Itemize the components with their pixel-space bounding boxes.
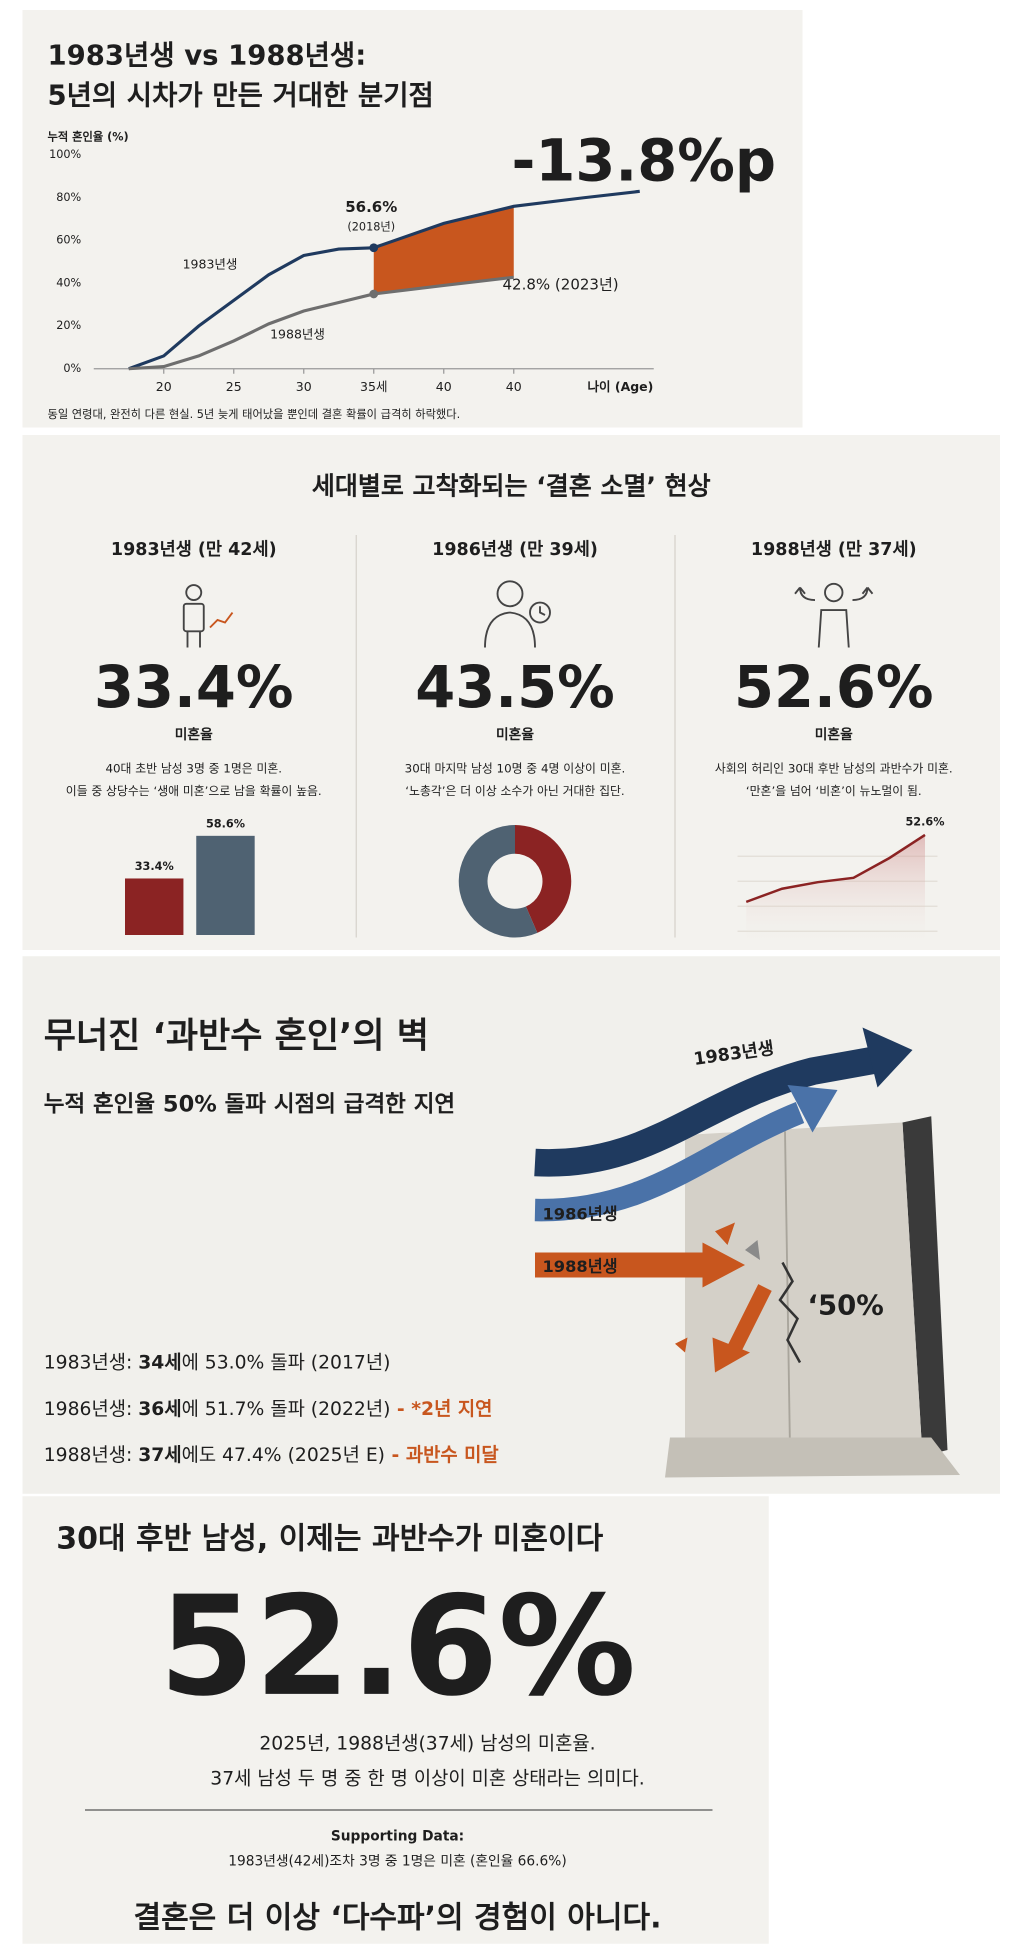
series-line (128, 189, 640, 371)
arrow (534, 1027, 913, 1373)
series-line (745, 833, 926, 904)
milestone: 1988년생: 37세에도 47.4% (2025년 E) - 과반수 미달 (44, 1444, 499, 1466)
milestone-part: 에도 47.4% (2025년 E) (182, 1444, 385, 1466)
x-tick-label: 30 (296, 379, 312, 394)
chart-title: 1983년생 vs 1988년생: (48, 39, 367, 71)
rate-label: 미혼율 (175, 726, 213, 743)
rate: 43.5% (415, 654, 614, 721)
arrow-label: 1988년생 (543, 1257, 618, 1276)
description: 이들 중 상당수는 ‘생애 미혼’으로 남을 확률이 높음. (66, 784, 322, 798)
rate-label: 미혼율 (815, 726, 853, 743)
caption: 동일 연령대, 완전히 다른 현실. 5년 늦게 태어났을 뿐인데 결혼 확률이… (48, 407, 461, 421)
section-title: 세대별로 고착화되는 ‘결혼 소멸’ 현상 (312, 472, 711, 501)
y-tick-label: 0% (63, 362, 81, 375)
gap-annotation: -13.8%p (511, 128, 776, 195)
milestone-part: 34세 (138, 1351, 181, 1373)
description: 40대 초반 남성 3명 중 1명은 미혼. (105, 761, 282, 775)
description: ‘만혼’을 넘어 ‘비혼’이 뉴노멀이 됨. (746, 784, 922, 798)
section-title: 무너진 ‘과반수 혼인’의 벽 (44, 1017, 429, 1057)
bar (196, 835, 255, 935)
section-subtitle: 누적 혼인율 50% 돌파 시점의 급격한 지연 (44, 1092, 455, 1118)
x-tick-label: 40 (506, 379, 522, 394)
milestone-part: 37세 (138, 1444, 181, 1466)
milestone: 1983년생: 34세에 53.0% 돌파 (2017년) (44, 1351, 391, 1373)
milestone: 1986년생: 36세에 51.7% 돌파 (2022년) - *2년 지연 (44, 1397, 493, 1419)
chart-subtitle: 5년의 시차가 만든 거대한 분기점 (48, 79, 434, 111)
annotation: 56.6% (345, 198, 397, 216)
column-heading: 1983년생 (만 42세) (111, 540, 277, 560)
milestone-part: 에 51.7% 돌파 (2022년) (182, 1397, 391, 1419)
milestone-part: 36세 (138, 1397, 181, 1419)
section-title: 30대 후반 남성, 이제는 과반수가 미혼이다 (56, 1522, 603, 1557)
milestone-part: 1988년생: (44, 1444, 139, 1466)
rate: 52.6% (734, 654, 933, 721)
rate-label: 미혼율 (496, 726, 534, 743)
panel (22, 435, 1000, 950)
wall (665, 1116, 960, 1478)
milestone-part: 1986년생: (44, 1397, 139, 1419)
column-heading: 1986년생 (만 39세) (432, 540, 598, 560)
milestone-part: - *2년 지연 (390, 1397, 492, 1419)
milestone-part: 에 53.0% 돌파 (2017년) (182, 1351, 391, 1373)
key-figure: 52.6% (159, 1567, 636, 1727)
icon (182, 580, 874, 648)
value-label: 52.6% (905, 815, 944, 828)
bar (125, 878, 184, 935)
annotation: 42.8% (2023년) (503, 276, 619, 294)
annotation: (2018년) (347, 221, 395, 234)
description: 30대 마지막 남성 10명 중 4명 이상이 미혼. (405, 761, 626, 775)
x-tick-label: 35세 (360, 379, 387, 394)
description: 사회의 허리인 30대 후반 남성의 과반수가 미혼. (715, 761, 953, 775)
x-axis-label: 나이 (Age) (588, 379, 654, 394)
series-label: 1983년생 (183, 257, 238, 272)
series-label: 1988년생 (270, 327, 325, 342)
point (369, 289, 379, 299)
column-heading: 1988년생 (만 37세) (751, 540, 917, 560)
supporting-text: 1983년생(42세)조차 3명 중 1명은 미혼 (혼인율 66.6%) (228, 1853, 566, 1869)
x-tick-label: 20 (156, 379, 172, 394)
y-tick-label: 20% (56, 319, 81, 332)
value-label: 58.6% (206, 818, 245, 831)
y-axis-label: 누적 혼인율 (%) (48, 130, 129, 144)
y-tick-label: 60% (56, 234, 81, 247)
donut-slice (515, 825, 572, 933)
gap-band (373, 206, 514, 294)
y-tick-label: 40% (56, 276, 81, 289)
rate: 33.4% (94, 654, 293, 721)
arrow-label: 1986년생 (543, 1205, 618, 1224)
value-label: 33.4% (135, 860, 174, 873)
supporting-label: Supporting Data: (331, 1828, 464, 1844)
panel (22, 1496, 769, 1944)
x-tick-label: 25 (226, 379, 242, 394)
description: 2025년, 1988년생(37세) 남성의 미혼율. (259, 1732, 595, 1754)
milestone-part: - 과반수 미달 (385, 1444, 499, 1466)
series-line (128, 275, 514, 371)
wall-label: ‘50% (808, 1289, 884, 1321)
y-tick-label: 80% (56, 191, 81, 204)
description: 37세 남성 두 명 중 한 명 이상이 미혼 상태라는 의미다. (210, 1767, 644, 1789)
y-tick-label: 100% (49, 148, 81, 161)
panel (22, 10, 803, 428)
closing: 결혼은 더 이상 ‘다수파’의 경험이 아니다. (133, 1900, 661, 1935)
description: ‘노총각’은 더 이상 소수가 아닌 거대한 집단. (405, 784, 624, 798)
donut-slice (458, 825, 538, 938)
milestone-part: 1983년생: (44, 1351, 139, 1373)
point (369, 243, 379, 253)
x-tick-label: 40 (436, 379, 452, 394)
